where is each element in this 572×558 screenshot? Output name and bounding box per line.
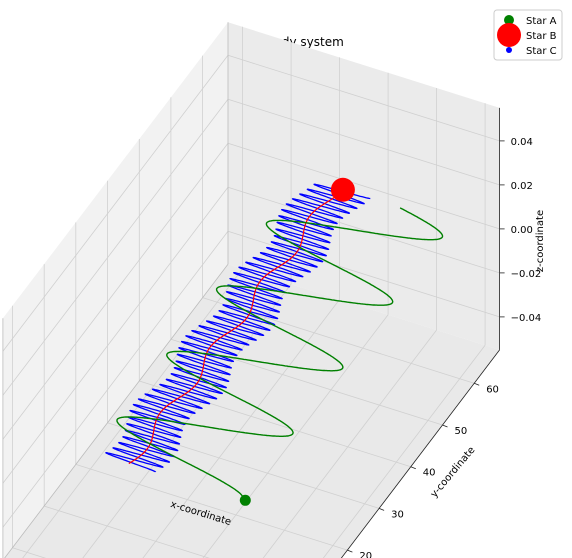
legend-marker-star-c bbox=[506, 47, 512, 53]
gridline-x-floor bbox=[262, 329, 437, 558]
gridline-z-back bbox=[227, 186, 500, 274]
gridline-z-back bbox=[227, 98, 500, 186]
legend-label-star-c: Star C bbox=[526, 46, 557, 57]
gridline-x-floor bbox=[322, 345, 486, 558]
gridline-z-left bbox=[2, 231, 229, 528]
z-tick-label: −0.02 bbox=[511, 269, 542, 280]
y-tick-mark bbox=[347, 549, 353, 553]
gridline-z-left bbox=[2, 143, 229, 440]
gridline-z-back bbox=[227, 230, 500, 318]
series-markers bbox=[239, 177, 355, 506]
gridline-x-floor bbox=[202, 314, 389, 558]
gridline-y-floor bbox=[75, 464, 348, 551]
y-tick-label: 20 bbox=[359, 551, 372, 558]
pane-edge-left bbox=[4, 264, 229, 558]
y-tick-label: 30 bbox=[391, 509, 404, 520]
gridline-z-left bbox=[2, 99, 229, 396]
star-a-marker bbox=[239, 494, 251, 506]
legend: Star A Star B Star C bbox=[493, 9, 563, 61]
z-tick-label: 0.04 bbox=[511, 137, 533, 148]
star-b-marker bbox=[330, 177, 355, 202]
gridline-z-back bbox=[227, 142, 500, 230]
legend-marker-star-b bbox=[497, 23, 521, 47]
y-axis-label: y-coordinate bbox=[429, 445, 478, 500]
gridline-x-floor bbox=[142, 299, 340, 558]
pane-left bbox=[2, 22, 228, 558]
y-tick-mark bbox=[378, 508, 385, 511]
z-tick-label: 0.02 bbox=[511, 181, 533, 192]
y-tick-mark bbox=[410, 466, 416, 470]
tick-labels: −2−101230102030405060−0.04−0.020.000.020… bbox=[347, 137, 542, 558]
series-star-b-line bbox=[128, 189, 345, 465]
legend-label-star-b: Star B bbox=[526, 31, 557, 42]
y-tick-label: 60 bbox=[486, 384, 499, 395]
y-tick-label: 50 bbox=[455, 426, 468, 437]
series-lines bbox=[105, 183, 444, 500]
legend-label-star-a: Star A bbox=[526, 16, 557, 27]
z-tick-label: 0.00 bbox=[511, 225, 533, 236]
y-axis-line bbox=[340, 349, 500, 558]
gridline-y-floor bbox=[44, 505, 210, 558]
y-tick-label: 40 bbox=[423, 468, 436, 479]
y-tick-mark bbox=[474, 382, 480, 386]
gridline-y-floor bbox=[139, 380, 411, 468]
y-tick-mark bbox=[442, 424, 448, 428]
axis-lines bbox=[2, 22, 501, 558]
gridline-z-back bbox=[227, 54, 500, 142]
series-star-a-line bbox=[116, 207, 444, 500]
z-axis-label: z-coordinate bbox=[535, 210, 546, 272]
series-star-c-line bbox=[105, 183, 371, 473]
gridline-y-floor bbox=[170, 338, 443, 426]
z-tick-label: −0.04 bbox=[511, 313, 542, 324]
gridline-z-left bbox=[2, 55, 229, 352]
pane-floor bbox=[4, 264, 500, 558]
legend-marker-star-a bbox=[504, 15, 514, 25]
gridline-z-left bbox=[2, 187, 229, 484]
